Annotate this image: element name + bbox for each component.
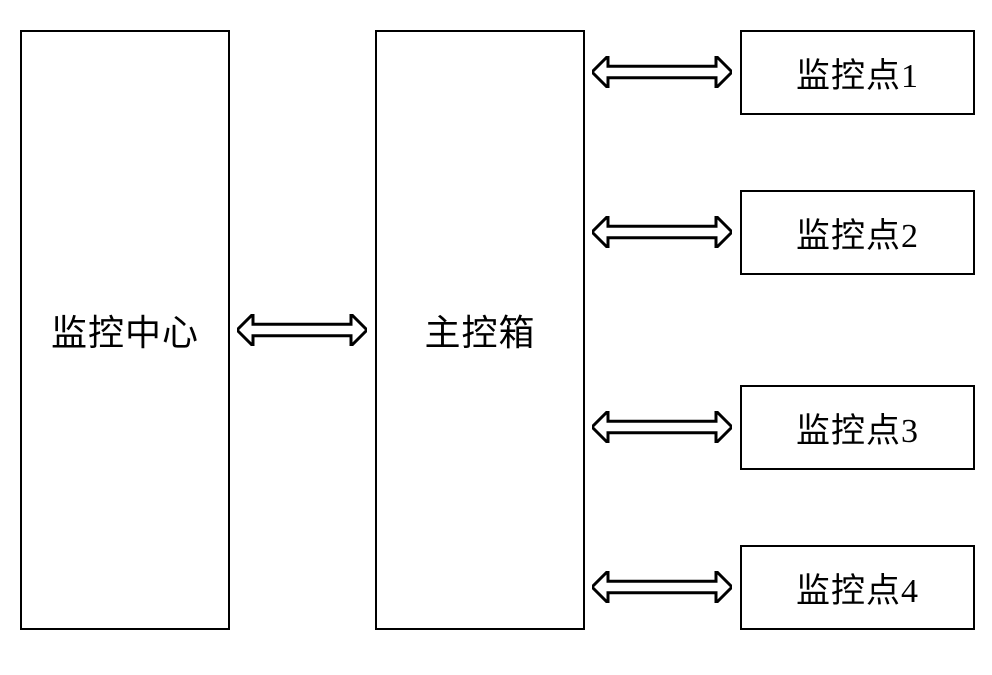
monitoring-point-2-box: 监控点2 bbox=[740, 190, 975, 275]
arrow-main-point3 bbox=[592, 411, 732, 443]
monitoring-point-1-box: 监控点1 bbox=[740, 30, 975, 115]
monitoring-center-box: 监控中心 bbox=[20, 30, 230, 630]
monitoring-point-4-label: 监控点4 bbox=[796, 563, 919, 612]
monitoring-point-3-box: 监控点3 bbox=[740, 385, 975, 470]
main-control-label: 主控箱 bbox=[424, 304, 535, 356]
monitoring-center-label: 监控中心 bbox=[51, 304, 199, 356]
monitoring-point-3-label: 监控点3 bbox=[796, 403, 919, 452]
main-control-box: 主控箱 bbox=[375, 30, 585, 630]
arrow-main-point1 bbox=[592, 56, 732, 88]
monitoring-point-4-box: 监控点4 bbox=[740, 545, 975, 630]
arrow-center-main bbox=[237, 314, 367, 346]
monitoring-point-2-label: 监控点2 bbox=[796, 208, 919, 257]
arrow-main-point4 bbox=[592, 571, 732, 603]
monitoring-point-1-label: 监控点1 bbox=[796, 48, 919, 97]
arrow-main-point2 bbox=[592, 216, 732, 248]
